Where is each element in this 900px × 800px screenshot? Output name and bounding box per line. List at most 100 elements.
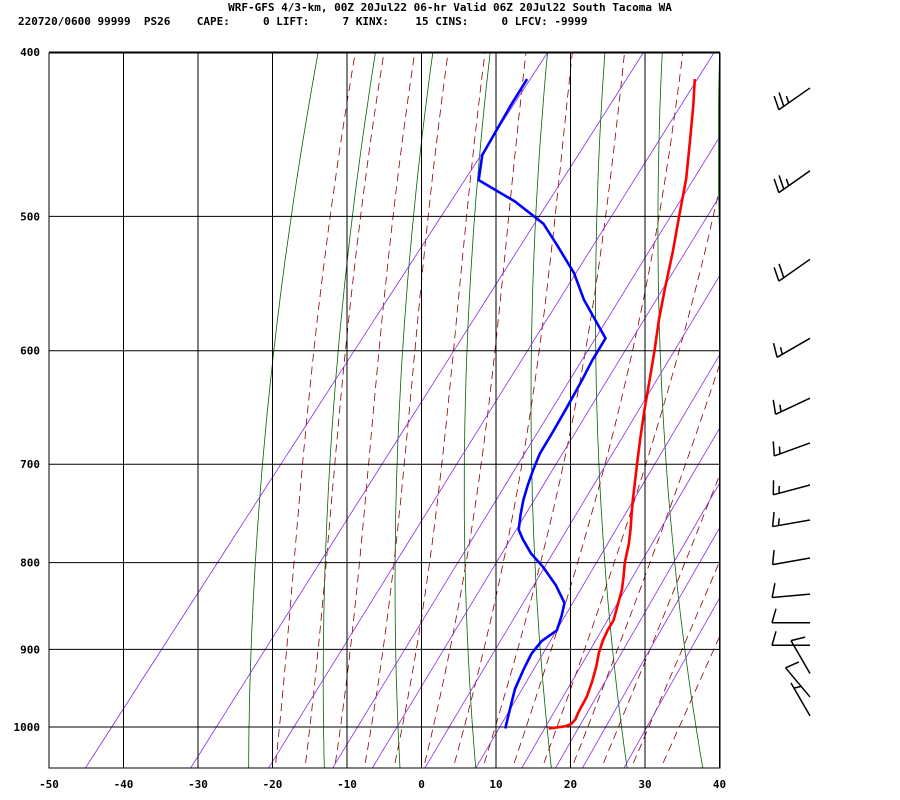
background-lines <box>84 33 900 770</box>
wind-barb-feather <box>771 583 776 598</box>
wind-barb-staff <box>778 258 811 282</box>
wind-barb <box>771 608 810 624</box>
dry-adiabat <box>718 53 720 265</box>
dry-adiabat <box>777 33 855 770</box>
wind-barb-feather <box>771 550 775 565</box>
moist-adiabat <box>364 53 449 763</box>
temperature-tick-label: 10 <box>489 778 502 791</box>
dry-adiabat <box>322 53 376 768</box>
wind-barb-feather <box>771 608 777 623</box>
mixing-ratio-line <box>475 353 720 768</box>
pressure-tick-label: 1000 <box>14 721 41 734</box>
dry-adiabat <box>834 33 900 770</box>
pressure-tick-label: 700 <box>20 458 40 471</box>
dewpoint-profile <box>477 78 607 729</box>
temperature-profile <box>548 79 697 730</box>
wind-barb <box>771 631 810 647</box>
wind-barb-staff <box>790 640 811 674</box>
wind-barb-feather <box>773 178 780 193</box>
wind-barb <box>790 636 811 674</box>
wind-barb <box>773 170 811 194</box>
wind-barbs <box>771 87 811 717</box>
temperature-tick-label: -30 <box>188 778 208 791</box>
mixing-ratio-line <box>555 481 720 768</box>
axes: 400 500 600 700 800 900 1000 -50 -40 -30 -20 -10 0 10… <box>14 46 727 791</box>
wind-barb-feather <box>790 636 806 642</box>
wind-barb <box>772 337 811 358</box>
wind-barb <box>771 512 811 528</box>
temperature-tick-label: -40 <box>114 778 134 791</box>
moist-adiabat <box>275 53 356 763</box>
wind-barb-half-feather <box>777 518 780 526</box>
wind-barb-staff <box>784 667 811 698</box>
temperature-tick-label: 20 <box>564 778 577 791</box>
wind-barb-feather <box>778 263 785 278</box>
mixing-ratio-line <box>268 53 715 768</box>
wind-barb-feather <box>773 267 780 282</box>
isobar-isotherm-grid <box>48 51 721 769</box>
temperature-tick-label: 40 <box>713 778 726 791</box>
wind-barb-staff <box>772 557 811 566</box>
wind-barb-feather <box>772 441 776 456</box>
mixing-ratio-line <box>190 53 644 768</box>
mixing-ratio-line <box>623 596 720 768</box>
dry-adiabat <box>595 53 628 768</box>
wind-barb <box>772 397 811 415</box>
chart-header-line1: WRF-GFS 4/3-km, 00Z 20Jul22 06-hr Valid … <box>228 1 672 14</box>
moist-adiabat <box>454 53 573 763</box>
pressure-tick-label: 900 <box>20 643 40 656</box>
wind-barb-feather <box>778 175 785 190</box>
wind-barb-feather <box>772 343 778 358</box>
wind-barb-half-feather <box>793 685 802 689</box>
mixing-ratio-line <box>371 194 720 768</box>
wind-barb-half-feather <box>779 404 782 412</box>
wind-barb-half-feather <box>779 347 784 355</box>
wind-barb-staff <box>778 170 811 194</box>
temperature-tick-label: -50 <box>39 778 59 791</box>
temperature-tick-label: -20 <box>263 778 283 791</box>
wind-barb <box>790 682 811 717</box>
plot-frame <box>48 52 721 769</box>
wind-barb-feather <box>772 399 777 415</box>
wind-barb-feather <box>771 512 775 527</box>
dry-adiabat <box>463 53 491 768</box>
wind-barb-feather <box>785 661 800 669</box>
wind-barb <box>771 583 811 599</box>
wind-barb-half-feather <box>778 446 781 454</box>
wind-barb-feather <box>771 631 777 646</box>
wind-barb <box>772 480 811 496</box>
dry-adiabat <box>657 53 704 768</box>
moist-adiabat <box>335 53 416 763</box>
wind-barb <box>773 258 811 282</box>
wind-barb-staff <box>776 337 811 358</box>
wind-barb-feather <box>773 95 780 110</box>
temperature-tick-label: 0 <box>418 778 425 791</box>
mixing-ratio-line <box>424 274 720 768</box>
sounding-profiles <box>477 78 697 730</box>
chart-header-line2: 220720/0600 99999 PS26 CAPE: 0 LIFT: 7 K… <box>18 15 588 28</box>
pressure-tick-label: 400 <box>20 46 40 59</box>
wind-barb-staff <box>772 593 811 599</box>
moist-adiabat <box>603 472 720 764</box>
mixing-ratio-line <box>84 53 548 768</box>
moist-adiabat <box>633 559 720 764</box>
wind-barb-feather <box>778 92 785 107</box>
mixing-ratio-line <box>581 526 720 768</box>
wind-barb <box>772 441 811 457</box>
dry-adiabat <box>394 53 434 768</box>
dry-adiabat <box>891 33 900 770</box>
mixing-ratio-line <box>332 135 720 768</box>
temperature-tick-label: 30 <box>638 778 651 791</box>
mixing-ratio-line <box>521 426 720 768</box>
moist-adiabat <box>424 53 527 763</box>
wind-barb-half-feather <box>785 95 790 104</box>
wind-barb <box>784 661 811 698</box>
pressure-tick-label: 800 <box>20 557 40 570</box>
moist-adiabat <box>662 634 720 764</box>
moist-adiabat <box>484 53 625 764</box>
dry-adiabat <box>248 53 319 768</box>
wind-barb <box>771 550 811 566</box>
wind-barb-half-feather <box>785 178 790 186</box>
wind-barb <box>773 87 811 111</box>
pressure-tick-label: 500 <box>20 210 40 223</box>
